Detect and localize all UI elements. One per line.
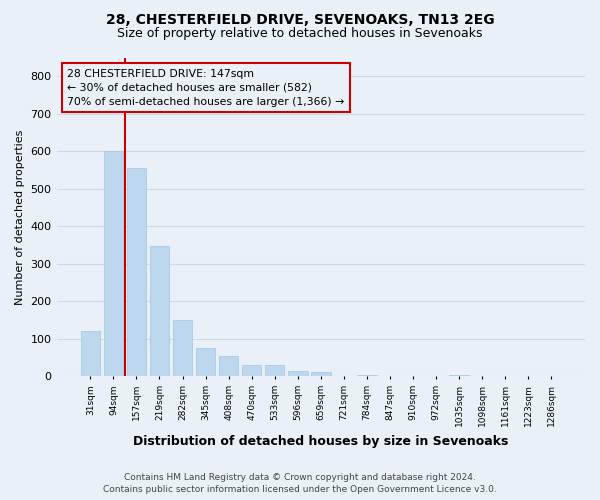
Bar xyxy=(104,152,123,376)
Bar xyxy=(265,365,284,376)
Bar xyxy=(173,320,193,376)
Text: Size of property relative to detached houses in Sevenoaks: Size of property relative to detached ho… xyxy=(117,28,483,40)
Text: 28, CHESTERFIELD DRIVE, SEVENOAKS, TN13 2EG: 28, CHESTERFIELD DRIVE, SEVENOAKS, TN13 … xyxy=(106,12,494,26)
Bar xyxy=(311,372,331,376)
Bar xyxy=(80,332,100,376)
Y-axis label: Number of detached properties: Number of detached properties xyxy=(15,130,25,304)
Bar xyxy=(196,348,215,376)
Bar xyxy=(127,168,146,376)
X-axis label: Distribution of detached houses by size in Sevenoaks: Distribution of detached houses by size … xyxy=(133,434,508,448)
Text: Contains HM Land Registry data © Crown copyright and database right 2024.
Contai: Contains HM Land Registry data © Crown c… xyxy=(103,472,497,494)
Bar xyxy=(357,374,377,376)
Bar xyxy=(149,246,169,376)
Bar xyxy=(219,356,238,376)
Bar xyxy=(288,371,308,376)
Text: 28 CHESTERFIELD DRIVE: 147sqm
← 30% of detached houses are smaller (582)
70% of : 28 CHESTERFIELD DRIVE: 147sqm ← 30% of d… xyxy=(67,68,344,106)
Bar xyxy=(242,365,262,376)
